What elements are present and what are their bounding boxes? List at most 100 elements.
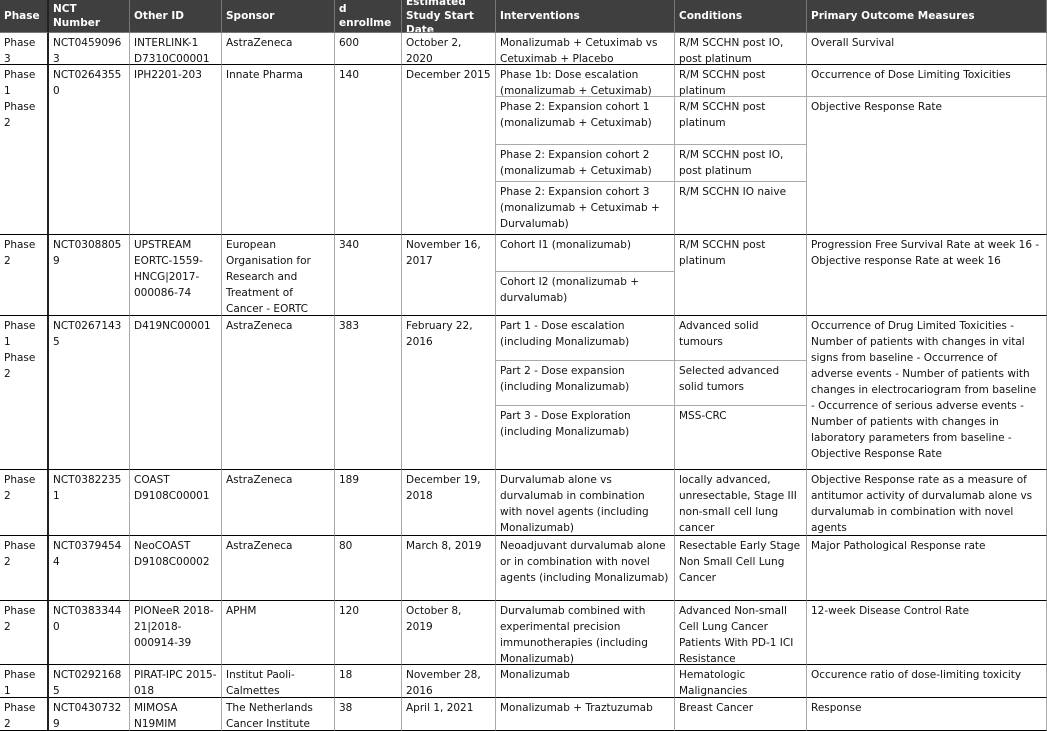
condition-cell: R/M SCCHN post IO, post platinum (675, 33, 807, 65)
phase-cell: Phase 2 (0, 536, 49, 601)
condition-cell: R/M SCCHN post platinum (675, 235, 807, 316)
phase-cell: Phase 1 Phase 2 (0, 65, 49, 235)
other-id-cell: IPH2201-203 (130, 65, 222, 235)
other-id-cell: UPSTREAM EORTC-1559-HNCG|2017-000086-74 (130, 235, 222, 316)
start-date-cell: March 8, 2019 (402, 536, 496, 601)
phase-cell: Phase 2 (0, 698, 49, 731)
header-cell: Interventions (496, 0, 675, 33)
other-id-cell: PIONeeR 2018-21|2018-000914-39 (130, 601, 222, 665)
start-date-cell: February 22, 2016 (402, 316, 496, 470)
intervention-cell: Part 1 - Dose escalation (including Mona… (496, 316, 675, 361)
outcome-cell: Occurrence of Dose Limiting Toxicities (807, 65, 1047, 97)
intervention-cell: Phase 2: Expansion cohort 3 (monalizumab… (496, 182, 675, 235)
intervention-cell: Cohort I2 (monalizumab + durvalumab) (496, 272, 675, 316)
enrollment-cell: 600 (335, 33, 402, 65)
sponsor-cell: AstraZeneca (222, 33, 335, 65)
intervention-cell: Monalizumab + Cetuximab vs Cetuximab + P… (496, 33, 675, 65)
header-cell: Estimated enrollment (335, 0, 402, 33)
intervention-cell: Part 3 - Dose Exploration (including Mon… (496, 406, 675, 470)
sponsor-cell: Innate Pharma (222, 65, 335, 235)
phase-cell: Phase 1 Phase 2 (0, 316, 49, 470)
condition-cell: Advanced solid tumours (675, 316, 807, 361)
condition-cell: MSS-CRC (675, 406, 807, 470)
condition-cell: R/M SCCHN post platinum (675, 97, 807, 145)
enrollment-cell: 80 (335, 536, 402, 601)
condition-cell: Hematologic Malignancies (675, 665, 807, 698)
other-id-cell: PIRAT-IPC 2015-018 (130, 665, 222, 698)
intervention-cell: Durvalumab alone vs durvalumab in combin… (496, 470, 675, 536)
intervention-cell: Cohort I1 (monalizumab) (496, 235, 675, 272)
sponsor-cell: The Netherlands Cancer Institute (222, 698, 335, 731)
enrollment-cell: 120 (335, 601, 402, 665)
phase-cell: Phase 2 (0, 601, 49, 665)
enrollment-cell: 18 (335, 665, 402, 698)
header-cell: Primary Outcome Measures (807, 0, 1047, 33)
condition-cell: R/M SCCHN IO naive (675, 182, 807, 235)
enrollment-cell: 383 (335, 316, 402, 470)
header-cell: Estimated Study Start Date (402, 0, 496, 33)
intervention-cell: Durvalumab combined with experimental pr… (496, 601, 675, 665)
outcome-cell: Major Pathological Response rate (807, 536, 1047, 601)
outcome-cell: Overall Survival (807, 33, 1047, 65)
other-id-cell: INTERLINK-1 D7310C00001 (130, 33, 222, 65)
enrollment-cell: 340 (335, 235, 402, 316)
condition-cell: Resectable Early Stage Non Small Cell Lu… (675, 536, 807, 601)
start-date-cell: October 8, 2019 (402, 601, 496, 665)
nct-cell: NCT02671435 (49, 316, 130, 470)
sponsor-cell: Institut Paoli-Calmettes (222, 665, 335, 698)
intervention-cell: Phase 1b: Dose escalation (monalizumab +… (496, 65, 675, 97)
outcome-cell: Occurence ratio of dose-limiting toxicit… (807, 665, 1047, 698)
condition-cell: locally advanced, unresectable, Stage II… (675, 470, 807, 536)
nct-cell: NCT02921685 (49, 665, 130, 698)
nct-cell: NCT03833440 (49, 601, 130, 665)
outcome-cell: Objective Response rate as a measure of … (807, 470, 1047, 536)
intervention-cell: Monalizumab + Traztuzumab (496, 698, 675, 731)
intervention-cell: Neoadjuvant durvalumab alone or in combi… (496, 536, 675, 601)
sponsor-cell: AstraZeneca (222, 470, 335, 536)
phase-cell: Phase 2 (0, 470, 49, 536)
condition-cell: Selected advanced solid tumors (675, 361, 807, 406)
intervention-cell: Part 2 - Dose expansion (including Monal… (496, 361, 675, 406)
nct-cell: NCT03822351 (49, 470, 130, 536)
condition-cell: R/M SCCHN post IO, post platinum (675, 145, 807, 182)
start-date-cell: April 1, 2021 (402, 698, 496, 731)
start-date-cell: November 28, 2016 (402, 665, 496, 698)
outcome-cell: Occurrence of Drug Limited Toxicities - … (807, 316, 1047, 470)
enrollment-cell: 38 (335, 698, 402, 731)
intervention-cell: Phase 2: Expansion cohort 2 (monalizumab… (496, 145, 675, 182)
nct-cell: NCT04590963 (49, 33, 130, 65)
sponsor-cell: European Organisation for Research and T… (222, 235, 335, 316)
other-id-cell: COAST D9108C00001 (130, 470, 222, 536)
intervention-cell: Phase 2: Expansion cohort 1 (monalizumab… (496, 97, 675, 145)
nct-cell: NCT03088059 (49, 235, 130, 316)
header-cell: Sponsor (222, 0, 335, 33)
header-cell: Phase (0, 0, 49, 33)
outcome-cell: 12-week Disease Control Rate (807, 601, 1047, 665)
nct-cell: NCT03794544 (49, 536, 130, 601)
header-cell: Conditions (675, 0, 807, 33)
outcome-cell: Objective Response Rate (807, 97, 1047, 235)
sponsor-cell: AstraZeneca (222, 536, 335, 601)
sponsor-cell: AstraZeneca (222, 316, 335, 470)
other-id-cell: NeoCOAST D9108C00002 (130, 536, 222, 601)
condition-cell: Breast Cancer (675, 698, 807, 731)
other-id-cell: MIMOSA N19MIM (130, 698, 222, 731)
condition-cell: Advanced Non-small Cell Lung Cancer Pati… (675, 601, 807, 665)
header-cell: Other ID (130, 0, 222, 33)
condition-cell: R/M SCCHN post platinum (675, 65, 807, 97)
phase-cell: Phase 1 (0, 665, 49, 698)
outcome-cell: Response (807, 698, 1047, 731)
sponsor-cell: APHM (222, 601, 335, 665)
phase-cell: Phase 2 (0, 235, 49, 316)
header-cell: NCT Number (49, 0, 130, 33)
phase-cell: Phase 3 (0, 33, 49, 65)
intervention-cell: Monalizumab (496, 665, 675, 698)
start-date-cell: December 19, 2018 (402, 470, 496, 536)
nct-cell: NCT04307329 (49, 698, 130, 731)
enrollment-cell: 140 (335, 65, 402, 235)
start-date-cell: October 2, 2020 (402, 33, 496, 65)
outcome-cell: Progression Free Survival Rate at week 1… (807, 235, 1047, 316)
start-date-cell: December 2015 (402, 65, 496, 235)
nct-cell: NCT02643550 (49, 65, 130, 235)
